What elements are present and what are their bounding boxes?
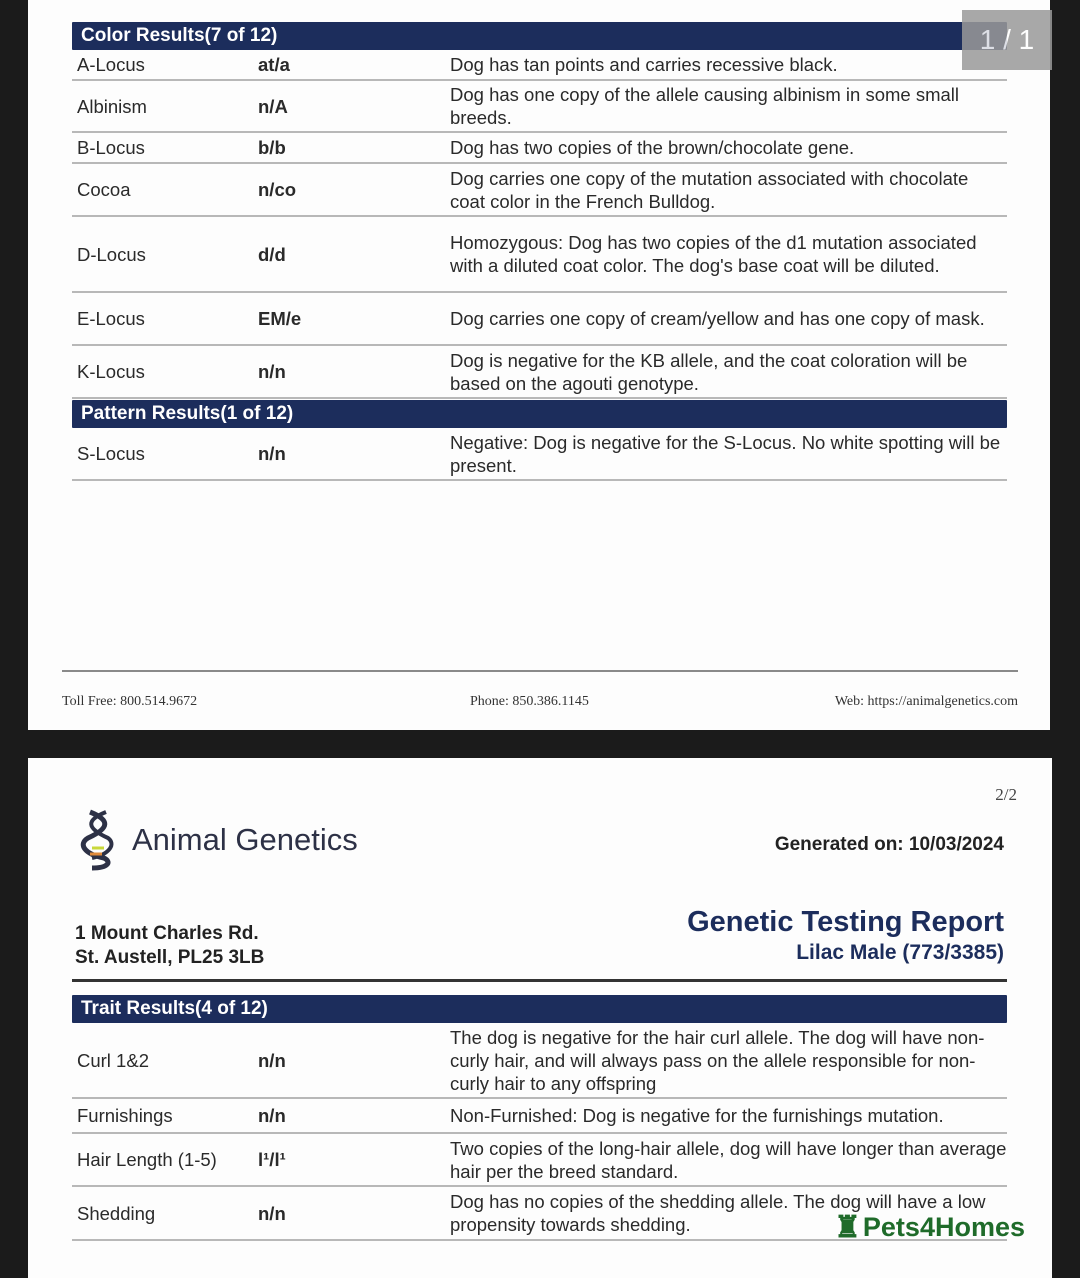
dna-logo-icon [80, 809, 114, 871]
report-page-1: Color Results(7 of 12) A-Locus at/a Dog ha… [28, 0, 1050, 730]
table-row: E-Locus EM/e Dog carries one copy of cream… [72, 293, 1007, 346]
trait-name: Shedding [77, 1202, 156, 1224]
table-row: Curl 1&2 n/n The dog is negative for the h… [72, 1023, 1007, 1099]
footer-toll-free: Toll Free: 800.514.9672 [62, 694, 198, 709]
table-row: Hair Length (1-5) l¹/l¹ Two copies of the … [72, 1134, 1007, 1187]
brand-name: Animal Genetics [132, 822, 358, 857]
description: Homozygous: Dog has two copies of the d1… [450, 232, 977, 276]
footer-divider [62, 670, 1018, 672]
trait-name: S-Locus [77, 443, 145, 464]
trait-name: K-Locus [77, 361, 145, 382]
color-results-header: Color Results(7 of 12) [72, 22, 1007, 50]
genotype: n/n [258, 361, 286, 382]
report-subtitle: Lilac Male (773/3385) [796, 941, 1004, 964]
table-row: Shedding n/n Dog has no copies of the shed… [72, 1187, 1007, 1241]
address-line-2: St. Austell, PL25 3LB [75, 947, 265, 968]
description: Dog has one copy of the allele causing a… [450, 84, 960, 128]
trait-name: B-Locus [77, 137, 145, 158]
description: Dog is negative for the KB allele, and t… [450, 349, 968, 394]
description: Dog has two copies of the brown/chocolat… [450, 137, 855, 158]
genotype: n/n [258, 1105, 286, 1126]
trait-name: D-Locus [77, 243, 146, 265]
report-title-block: Genetic Testing Report Lilac Male (773/3… [687, 906, 1004, 965]
generated-date: Generated on: 10/03/2024 [774, 834, 1004, 855]
trait-name: Albinism [77, 95, 147, 117]
pets4homes-watermark: ♜ Pets4Homes [834, 1210, 1025, 1245]
genotype: b/b [258, 137, 286, 158]
trait-name: E-Locus [77, 308, 145, 329]
trait-name: Hair Length (1-5) [77, 1149, 217, 1170]
table-row: B-Locus b/b Dog has two copies of the brow… [72, 133, 1007, 164]
header-divider [72, 979, 1007, 982]
genotype: EM/e [258, 308, 302, 329]
table-row: Cocoa n/co Dog carries one copy of the mut… [72, 164, 1007, 217]
trait-name: Curl 1&2 [77, 1049, 149, 1071]
trait-name: Cocoa [77, 179, 131, 200]
trait-name: A-Locus [77, 54, 145, 75]
description: The dog is negative for the hair curl al… [450, 1026, 985, 1094]
genotype: n/co [258, 179, 297, 200]
pattern-results-header: Pattern Results(1 of 12) [72, 400, 1007, 428]
table-row: K-Locus n/n Dog is negative for the KB all… [72, 346, 1007, 399]
genotype: at/a [258, 54, 290, 75]
description: Dog has tan points and carries recessive… [450, 54, 838, 75]
table-row: Furnishings n/n Non-Furnished: Dog is nega… [72, 1099, 1007, 1134]
description: Dog carries one copy of the mutation ass… [450, 167, 969, 212]
trait-name: Furnishings [77, 1105, 173, 1126]
genotype: n/n [258, 1049, 286, 1071]
description: Two copies of the long-hair allele, dog … [450, 1137, 1007, 1182]
table-row: A-Locus at/a Dog has tan points and carrie… [72, 50, 1007, 81]
table-row: Albinism n/A Dog has one copy of the allel… [72, 81, 1007, 133]
paw-logo-icon: ♜ [834, 1211, 861, 1244]
genotype: n/A [258, 95, 288, 117]
address-line-1: 1 Mount Charles Rd. [75, 923, 259, 944]
description: Dog has no copies of the shedding allele… [450, 1191, 986, 1235]
page-indicator: 1 / 1 [962, 10, 1052, 70]
color-results-table: Color Results(7 of 12) A-Locus at/a Dog ha… [72, 22, 1007, 481]
genotype: n/n [258, 443, 286, 464]
description: Non-Furnished: Dog is negative for the f… [450, 1105, 944, 1126]
address: 1 Mount Charles Rd. St. Austell, PL25 3L… [75, 922, 264, 970]
genotype: l¹/l¹ [258, 1149, 286, 1170]
footer-phone: Phone: 850.386.1145 [470, 694, 589, 709]
genotype: d/d [258, 243, 286, 265]
report-page-2: 2/2 Animal Genetics Generated on: 10/03/… [28, 758, 1052, 1278]
genotype: n/n [258, 1202, 286, 1224]
table-row: D-Locus d/d Homozygous: Dog has two copies… [72, 217, 1007, 293]
page-number: 2/2 [995, 785, 1017, 804]
description: Negative: Dog is negative for the S-Locu… [450, 431, 1001, 476]
trait-results-table: Trait Results(4 of 12) Curl 1&2 n/n The do… [72, 995, 1007, 1241]
description: Dog carries one copy of cream/yellow and… [450, 308, 985, 329]
footer-web: Web: https://animalgenetics.com [834, 694, 1018, 709]
trait-results-header: Trait Results(4 of 12) [72, 995, 1007, 1023]
report-title: Genetic Testing Report [687, 906, 1004, 938]
watermark-text: Pets4Homes [862, 1212, 1025, 1242]
table-row: S-Locus n/n Negative: Dog is negative for … [72, 428, 1007, 481]
